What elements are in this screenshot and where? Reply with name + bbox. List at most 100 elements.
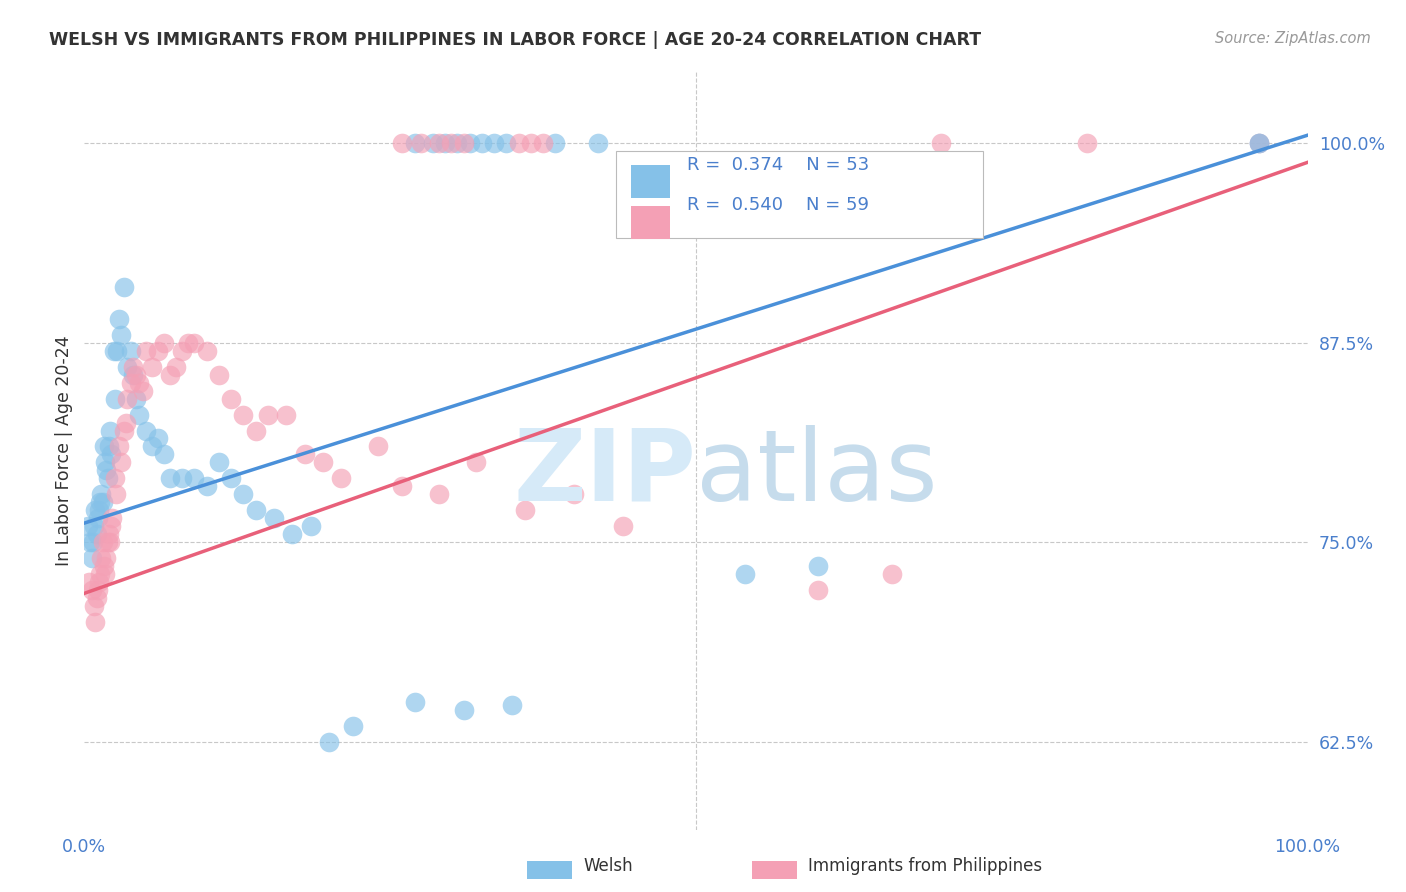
Point [208, 368, 231, 382]
Point [86, 591, 108, 606]
Point [97, 440, 120, 454]
Point [183, 335, 205, 350]
Point [165, 359, 187, 374]
Point [94, 567, 117, 582]
Point [103, 343, 125, 358]
Point [79, 535, 101, 549]
Text: atlas: atlas [696, 425, 938, 522]
Point [141, 359, 163, 374]
Point [299, 519, 322, 533]
Point [115, 359, 138, 374]
Point [125, 368, 148, 382]
Point [122, 368, 145, 382]
Point [1076, 136, 1098, 151]
Text: ZIP: ZIP [513, 425, 696, 522]
Point [446, 136, 468, 151]
Point [132, 384, 155, 398]
Point [98, 535, 121, 549]
Point [807, 583, 830, 598]
Point [112, 424, 135, 438]
Point [520, 136, 543, 151]
Point [404, 695, 426, 709]
Point [232, 408, 254, 422]
Point [90, 551, 112, 566]
Point [471, 136, 494, 151]
Point [183, 471, 205, 485]
Point [104, 392, 127, 406]
Point [245, 503, 267, 517]
Point [91, 535, 114, 549]
Point [105, 343, 128, 358]
Point [159, 471, 181, 485]
Point [153, 447, 176, 461]
Point [128, 408, 150, 422]
Point [312, 455, 335, 469]
Point [93, 559, 115, 574]
Point [80, 583, 103, 598]
Point [562, 487, 585, 501]
Point [105, 487, 128, 501]
Point [115, 392, 138, 406]
Point [96, 463, 118, 477]
Point [100, 447, 122, 461]
Point [427, 487, 450, 501]
Point [391, 479, 413, 493]
Point [83, 599, 105, 613]
Point [172, 343, 194, 358]
Point [177, 335, 200, 350]
Point [219, 392, 242, 406]
Point [91, 495, 114, 509]
Point [84, 503, 107, 517]
FancyBboxPatch shape [631, 205, 671, 239]
Y-axis label: In Labor Force | Age 20-24: In Labor Force | Age 20-24 [55, 335, 73, 566]
Point [245, 424, 267, 438]
FancyBboxPatch shape [631, 165, 671, 198]
Point [89, 567, 111, 582]
Point [120, 376, 142, 390]
Point [513, 503, 536, 517]
Point [330, 471, 353, 485]
Point [508, 136, 530, 151]
Point [427, 136, 450, 151]
Point [96, 551, 118, 566]
Point [110, 327, 132, 342]
Point [1247, 136, 1270, 151]
Point [141, 440, 163, 454]
Point [502, 698, 524, 712]
Point [107, 440, 129, 454]
FancyBboxPatch shape [616, 151, 983, 238]
Text: R =  0.540    N = 59: R = 0.540 N = 59 [688, 196, 869, 214]
Point [135, 424, 157, 438]
Point [404, 136, 426, 151]
Point [82, 535, 104, 549]
Point [495, 136, 517, 151]
Point [128, 376, 150, 390]
Point [1247, 136, 1270, 151]
Point [122, 359, 145, 374]
Point [318, 735, 340, 749]
Point [101, 511, 124, 525]
Point [929, 136, 952, 151]
Point [146, 343, 169, 358]
Text: Immigrants from Philippines: Immigrants from Philippines [808, 857, 1043, 875]
Point [531, 136, 554, 151]
Point [195, 343, 218, 358]
Point [110, 455, 132, 469]
Point [409, 136, 432, 151]
Point [125, 392, 148, 406]
Point [586, 136, 609, 151]
Point [263, 511, 285, 525]
Point [86, 527, 108, 541]
Point [422, 136, 444, 151]
Point [84, 615, 107, 629]
Point [112, 280, 135, 294]
Point [276, 408, 298, 422]
Point [107, 311, 129, 326]
Point [453, 136, 475, 151]
Point [77, 575, 100, 590]
Text: Welsh: Welsh [583, 857, 633, 875]
Point [342, 719, 364, 733]
Point [464, 455, 486, 469]
Point [807, 559, 830, 574]
Point [232, 487, 254, 501]
